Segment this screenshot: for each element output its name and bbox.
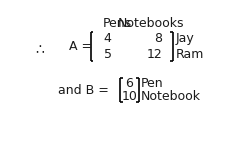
Text: Notebook: Notebook xyxy=(141,90,201,103)
Text: 5: 5 xyxy=(104,48,112,61)
Text: 10: 10 xyxy=(121,90,137,103)
Text: Jay: Jay xyxy=(176,32,195,45)
Text: Notebooks: Notebooks xyxy=(118,17,184,30)
Text: Pen: Pen xyxy=(141,77,164,90)
Text: 6: 6 xyxy=(125,77,133,90)
Text: and B =: and B = xyxy=(58,84,109,97)
Text: 12: 12 xyxy=(146,48,162,61)
Text: 8: 8 xyxy=(154,32,162,45)
Text: A =: A = xyxy=(69,40,92,53)
Text: ∴: ∴ xyxy=(35,43,44,57)
Text: Ram: Ram xyxy=(176,48,204,61)
Text: Pens: Pens xyxy=(103,17,132,30)
Text: 4: 4 xyxy=(104,32,112,45)
